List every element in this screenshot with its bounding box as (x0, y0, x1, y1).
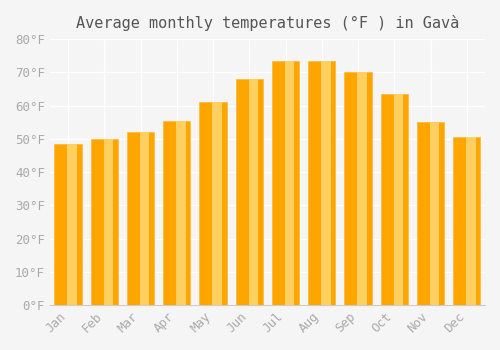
Bar (90, 139, 118, 305)
Bar (394, 94, 403, 305)
Bar (127, 132, 154, 305)
Bar (54, 144, 82, 305)
Bar (454, 137, 480, 305)
Bar (380, 94, 408, 305)
Bar (272, 61, 299, 305)
Bar (212, 102, 222, 305)
Bar (248, 79, 258, 305)
Bar (140, 132, 149, 305)
Bar (200, 102, 226, 305)
Bar (236, 79, 263, 305)
Bar (163, 120, 190, 305)
Bar (176, 120, 186, 305)
Bar (430, 122, 440, 305)
Title: Average monthly temperatures (°F ) in Gavà: Average monthly temperatures (°F ) in Ga… (76, 15, 459, 31)
Bar (285, 61, 294, 305)
Bar (466, 137, 475, 305)
Bar (321, 61, 330, 305)
Bar (358, 72, 367, 305)
Bar (104, 139, 113, 305)
Bar (344, 72, 372, 305)
Bar (308, 61, 336, 305)
Bar (417, 122, 444, 305)
Bar (68, 144, 77, 305)
